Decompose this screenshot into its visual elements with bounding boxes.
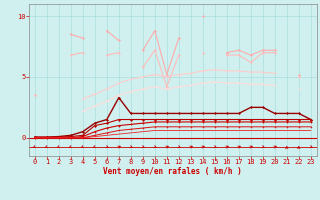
X-axis label: Vent moyen/en rafales ( km/h ): Vent moyen/en rafales ( km/h ) [103, 167, 242, 176]
